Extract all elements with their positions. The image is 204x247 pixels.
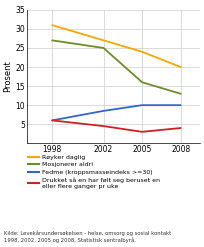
Text: Kilde: Levekårsundersøkelsen - helse, omsorg og sosial kontakt
1998, 2002, 2005 : Kilde: Levekårsundersøkelsen - helse, om… (4, 231, 171, 243)
Y-axis label: Prosent: Prosent (4, 61, 13, 92)
Legend: Røyker daglig, Mosjonerer aldri, Fedme (kroppsmasseindeks >=30), Drukket så en h: Røyker daglig, Mosjonerer aldri, Fedme (… (28, 154, 160, 188)
